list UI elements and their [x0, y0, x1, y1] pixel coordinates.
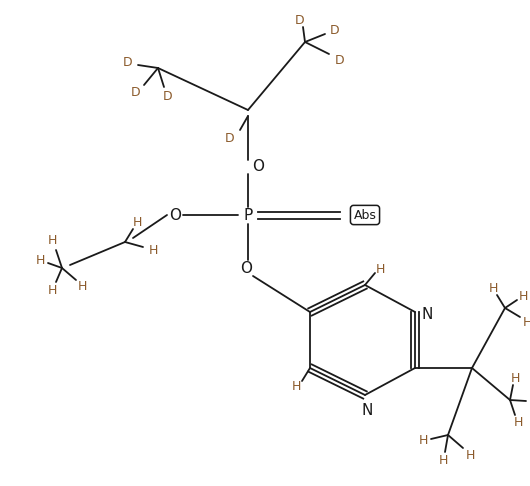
Text: O: O	[169, 208, 181, 223]
Text: Abs: Abs	[354, 208, 376, 222]
Text: H: H	[47, 283, 57, 296]
Text: D: D	[330, 23, 340, 36]
Text: H: H	[292, 380, 301, 393]
Text: D: D	[225, 132, 235, 144]
Text: H: H	[36, 254, 45, 266]
Text: N: N	[421, 307, 432, 322]
Text: H: H	[77, 279, 87, 293]
Text: H: H	[438, 453, 448, 467]
Text: D: D	[131, 87, 141, 100]
Text: P: P	[243, 208, 253, 223]
Text: O: O	[252, 158, 264, 174]
Text: D: D	[335, 53, 345, 67]
Text: H: H	[518, 290, 528, 302]
Text: H: H	[510, 371, 520, 384]
Text: H: H	[488, 281, 498, 295]
Text: H: H	[514, 416, 523, 429]
Text: D: D	[123, 56, 133, 69]
Text: N: N	[361, 402, 373, 417]
Text: H: H	[418, 434, 428, 447]
Text: H: H	[47, 233, 57, 246]
Text: H: H	[465, 449, 475, 462]
Text: H: H	[375, 262, 385, 276]
Text: H: H	[132, 215, 142, 228]
Text: D: D	[295, 14, 305, 27]
Text: H: H	[529, 396, 530, 409]
Text: D: D	[163, 89, 173, 103]
Text: H: H	[522, 315, 530, 329]
Text: O: O	[240, 260, 252, 276]
Text: H: H	[148, 243, 158, 257]
